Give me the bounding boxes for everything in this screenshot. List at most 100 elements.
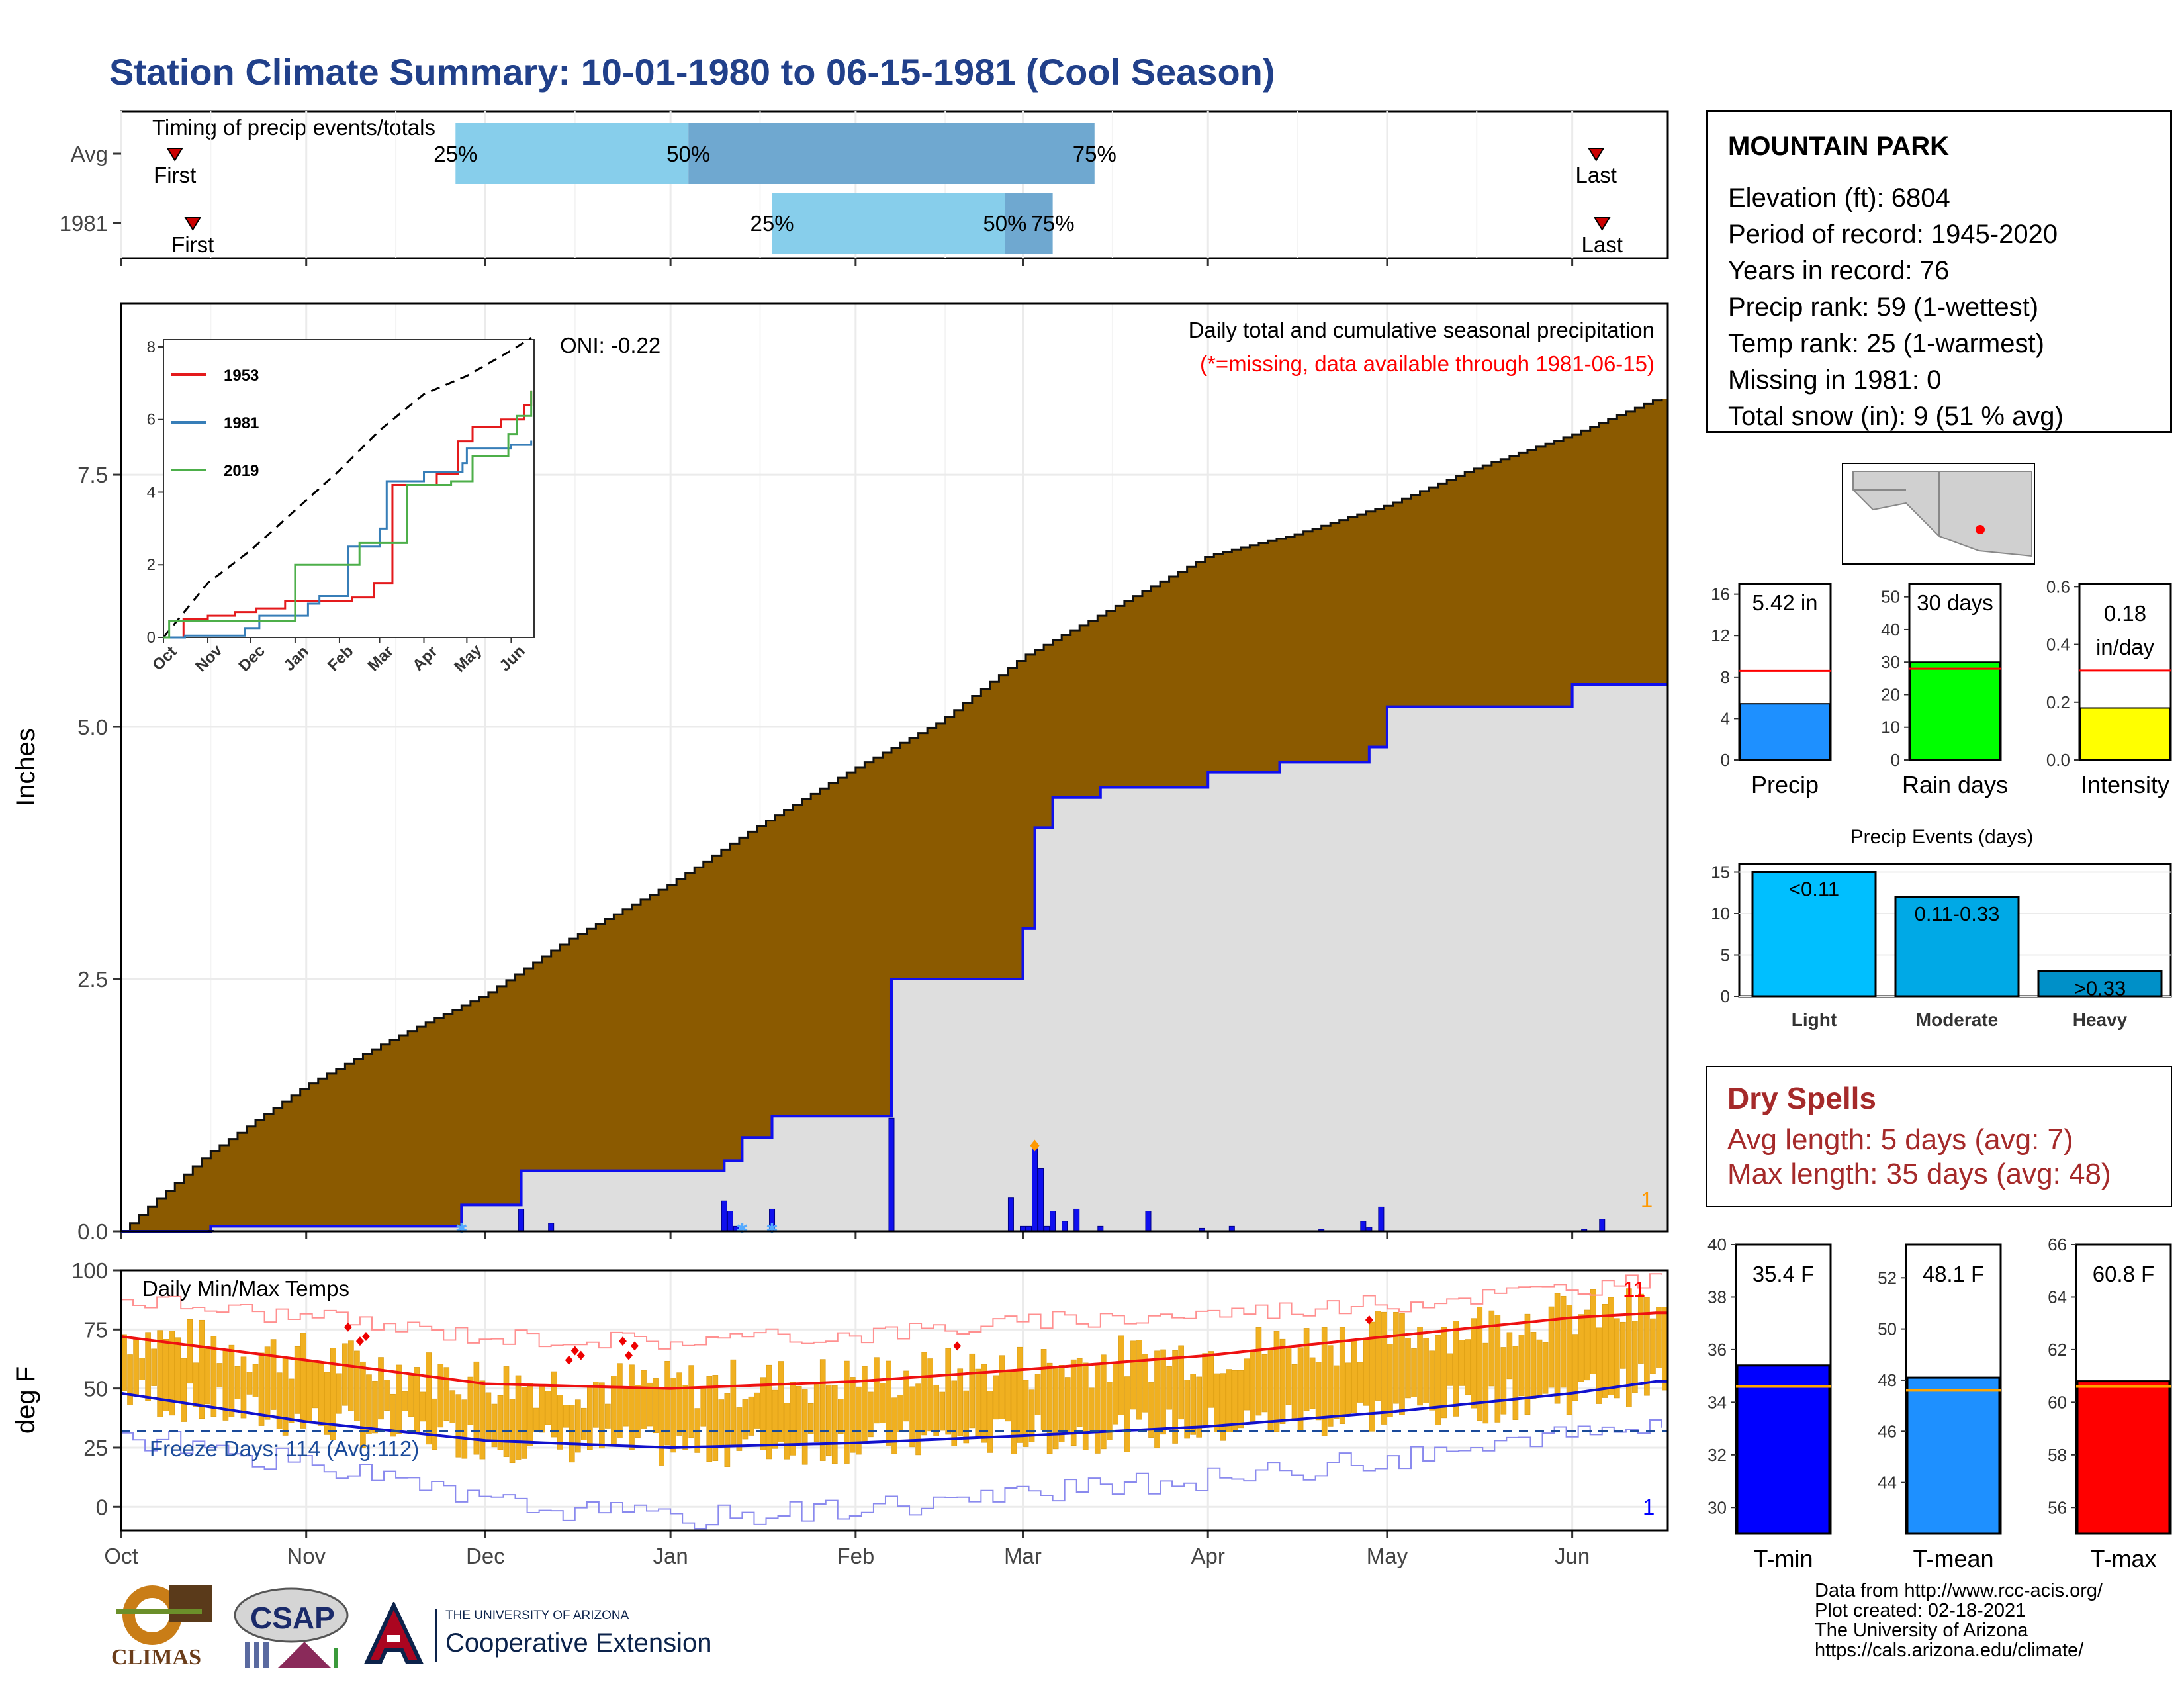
timing-last-label: Last [1582, 232, 1623, 257]
daily-temp-bar [563, 1405, 569, 1428]
daily-temp-bar [951, 1380, 958, 1446]
daily-temp-bar [1136, 1340, 1142, 1420]
daily-temp-bar [945, 1348, 952, 1435]
daily-temp-bar [1632, 1321, 1638, 1393]
daily-temp-bar [258, 1352, 265, 1426]
daily-temp-bar [653, 1378, 659, 1434]
timing-last-marker [1593, 217, 1611, 231]
daily-temp-bar [605, 1403, 611, 1429]
temps-y-tick-label: 100 [71, 1258, 108, 1283]
daily-temp-bar [1339, 1327, 1345, 1424]
daily-temp-bar [234, 1366, 241, 1399]
timing-row-label: 1981 [60, 211, 108, 236]
inset-y-tick-label: 4 [147, 483, 156, 501]
ua-block-a-icon [364, 1600, 424, 1664]
daily-temp-bar [730, 1359, 737, 1446]
daily-temp-bar [569, 1405, 575, 1463]
mini-bar-y-tick-label: 30 [1881, 652, 1900, 672]
logo-csap[interactable]: CSAP [232, 1585, 351, 1675]
daily-temp-bar [574, 1399, 581, 1453]
daily-temp-bar [300, 1333, 306, 1429]
daily-temp-bar [1536, 1339, 1543, 1397]
daily-temp-bar [306, 1360, 312, 1423]
mini-bar-y-tick-label: 12 [1711, 626, 1730, 645]
mini-bar-y-tick-label: 16 [1711, 585, 1730, 604]
timing-last-label: Last [1576, 163, 1617, 187]
mini-bar-y-tick-label: 0.4 [2046, 635, 2070, 655]
timing-p75-label: 75% [1031, 211, 1075, 236]
logo-university-arizona[interactable]: THE UNIVERSITY OF ARIZONA Cooperative Ex… [361, 1600, 745, 1668]
daily-temp-bar [772, 1389, 778, 1449]
daily-temp-bar [915, 1383, 921, 1456]
timing-first-marker [184, 217, 202, 231]
daily-temp-bar [874, 1357, 880, 1424]
daily-temp-bar [240, 1356, 247, 1419]
daily-temp-bar [1034, 1374, 1041, 1415]
info-temp-rank: Temp rank: 25 (1-warmest) [1728, 329, 2044, 358]
inset-legend-label: 1981 [224, 414, 259, 432]
daily-temp-bar [1315, 1362, 1322, 1421]
daily-temp-bar [1638, 1293, 1644, 1364]
daily-temp-bar [1518, 1335, 1525, 1397]
precip-y-tick-label: 5.0 [77, 715, 108, 739]
inset-line-1953 [163, 390, 533, 639]
credit-university: The University of Arizona [1815, 1620, 2028, 1641]
daily-temp-bar [557, 1395, 563, 1450]
daily-temp-bar [1584, 1309, 1590, 1381]
daily-temp-bar [1572, 1334, 1578, 1401]
daily-temp-bar [1333, 1365, 1340, 1419]
info-total-snow: Total snow (in): 9 (51 % avg) [1728, 402, 2064, 431]
observed-cumulative-line [121, 683, 1668, 1233]
daily-temp-bar [778, 1361, 784, 1442]
daily-temp-bar [384, 1380, 390, 1411]
record-low-line [121, 1419, 1662, 1530]
logo-climas[interactable]: CLIMAS [106, 1579, 218, 1675]
daily-temp-bar [1017, 1346, 1023, 1443]
info-precip-rank: Precip rank: 59 (1-wettest) [1728, 293, 2039, 322]
credit-data-source: Data from http://www.rcc-acis.org/ [1815, 1580, 2103, 1601]
station-info-box: MOUNTAIN PARK Elevation (ft): 6804 Perio… [1706, 110, 2172, 433]
temp-bar-y-tick-label: 36 [1707, 1340, 1727, 1360]
inset-legend-label: 2019 [224, 462, 259, 480]
daily-temp-bar [1220, 1373, 1226, 1441]
inset-avg-line [162, 336, 532, 638]
daily-precip-bar [1073, 1208, 1080, 1232]
daily-temp-bar [169, 1331, 175, 1416]
temp-bar-name: T-min [1754, 1545, 1813, 1572]
daily-temp-bar [1064, 1377, 1071, 1433]
daily-temp-bar [1345, 1362, 1351, 1416]
events-y-tick-label: 15 [1711, 863, 1730, 882]
daily-precip-bar [548, 1223, 555, 1232]
mini-bar-y-tick-label: 8 [1721, 667, 1730, 687]
daily-temp-bar [437, 1364, 444, 1428]
daily-temp-bar [1459, 1340, 1465, 1386]
daily-temp-bar [1052, 1366, 1059, 1450]
daily-precip-bar [888, 1117, 895, 1232]
daily-temp-bar [1494, 1315, 1501, 1423]
daily-temp-bar [1130, 1340, 1136, 1410]
daily-temp-bar [963, 1390, 970, 1444]
daily-temp-bar [664, 1361, 670, 1446]
daily-temp-bar [252, 1364, 259, 1397]
events-bar-label: <0.11 [1789, 878, 1839, 901]
temps-x-tick-label: May [1367, 1544, 1408, 1568]
daily-precip-bar [1062, 1221, 1068, 1232]
temps-x-tick-label: Feb [837, 1544, 874, 1568]
snow-marker: ✱ [736, 1220, 748, 1237]
daily-temp-bar [909, 1386, 915, 1448]
daily-temp-bar [1608, 1297, 1614, 1395]
temp-bar-y-tick-label: 34 [1707, 1392, 1727, 1412]
observed-cumulative-area [121, 684, 1668, 1231]
daily-temp-bar [175, 1337, 181, 1403]
events-title: Precip Events (days) [1850, 826, 2034, 848]
temp-bar-name: T-mean [1913, 1545, 1993, 1572]
timing-row-label: Avg [71, 142, 108, 166]
daily-temp-bar [205, 1348, 211, 1405]
precip-y-tick-label: 0.0 [77, 1219, 108, 1244]
daily-temp-bar [127, 1354, 133, 1405]
daily-precip-bar [1599, 1219, 1606, 1232]
daily-temp-bar [1590, 1289, 1596, 1374]
temps-x-tick-label: Apr [1191, 1544, 1225, 1568]
daily-temp-bar [742, 1399, 749, 1440]
